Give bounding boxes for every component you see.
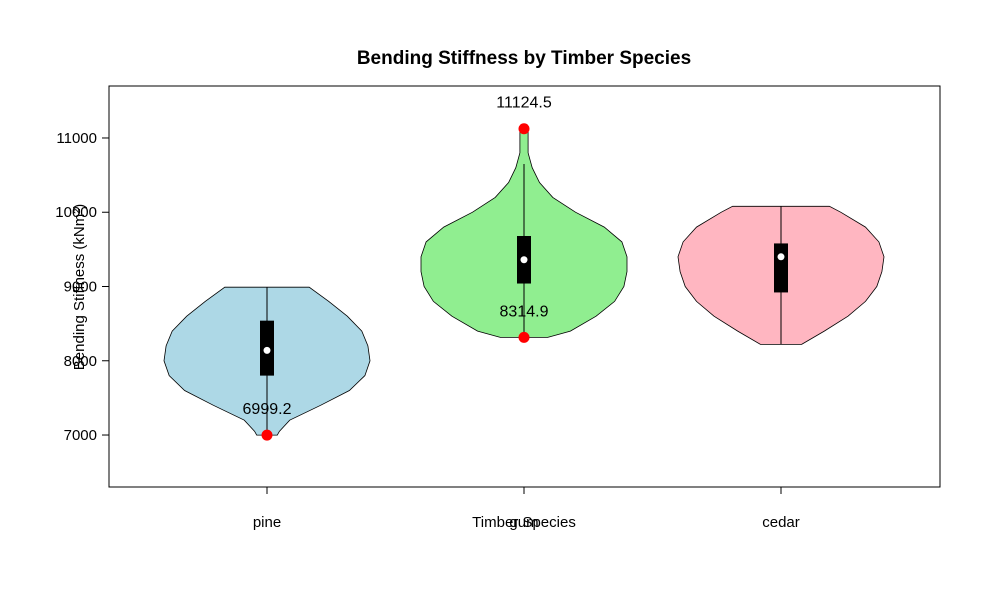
y-tick-label: 9000 <box>64 279 97 296</box>
x-axis-label: Timber Species <box>472 514 576 531</box>
x-tick-label: gum <box>509 514 538 531</box>
extreme-point-gum <box>518 123 530 135</box>
y-tick-label: 11000 <box>56 130 97 147</box>
chart-title: Bending Stiffness by Timber Species <box>357 48 691 69</box>
y-tick-label: 10000 <box>55 204 97 221</box>
extreme-label-gum: 11124.5 <box>496 95 552 112</box>
extreme-point-pine <box>261 429 273 441</box>
median-dot-gum <box>520 256 528 264</box>
violins-layer <box>163 128 885 436</box>
median-dot-pine <box>263 346 271 354</box>
y-axis-label: Bending Stiffness (kNm²) <box>71 204 88 370</box>
extreme-point-gum <box>518 331 530 343</box>
extreme-label-pine: 6999.2 <box>243 401 292 418</box>
iqr-box-cedar <box>774 243 788 293</box>
y-tick-label: 8000 <box>64 353 97 370</box>
x-tick-label: pine <box>253 514 281 531</box>
y-axis: 7000 8000 9000 10000 11000 <box>55 130 110 444</box>
median-dot-cedar <box>777 253 785 261</box>
y-tick-label: 7000 <box>64 427 97 444</box>
x-axis: pine gum cedar <box>253 487 800 531</box>
annotations-layer: 6999.2 8314.9 11124.5 <box>243 95 552 441</box>
extreme-label-gum: 8314.9 <box>500 303 549 320</box>
x-tick-label: cedar <box>762 514 800 531</box>
